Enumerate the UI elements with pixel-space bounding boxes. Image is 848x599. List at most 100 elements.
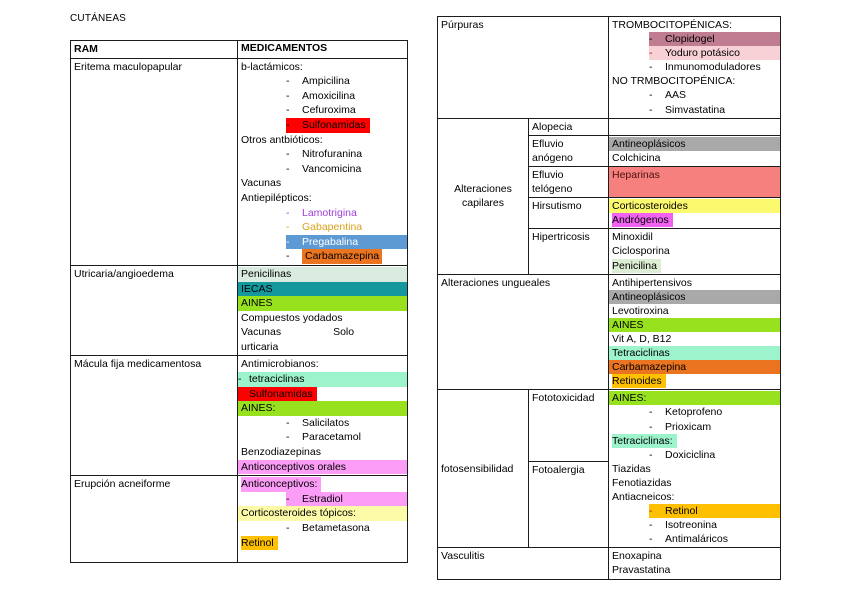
subrow-label-cell: Hipertricosis [529,229,609,274]
med-entry: Colchicina [612,151,660,165]
bullet-dash-icon: - [649,103,653,116]
med-line: Enoxapina [609,549,780,563]
med-name: AINES: [241,402,276,415]
table-row: Mácula fija medicamentosa Antimicrobiano… [71,355,407,476]
med-name: Vacunas [241,326,282,339]
med-entry: Heparinas [612,168,660,182]
med-line: - Isotreonina [609,518,780,532]
med-name: Vacunas [241,177,282,190]
med-name: Amoxicilina [302,89,356,102]
med-entry: - Amoxicilina [286,89,355,104]
med-line: - Paracetamol [238,430,407,445]
table-row: Alteraciones capilares Alopecia Efluvio … [438,117,780,274]
med-entry: - AAS [649,88,686,102]
med-name: Anticonceptivos: [241,478,318,491]
header-cell-medicamentos: MEDICAMENTOS [241,42,328,54]
section-label-cell: fotosensibilidad [438,390,529,548]
med-line: - Pregabalina [238,234,407,250]
med-name: Retinol [665,505,698,518]
med-name: Cefuroxima [302,104,356,117]
section-label-cell: Vasculitis [438,548,609,579]
med-line: - Antimaláricos [609,532,780,546]
med-line: - Ampicilina [238,74,407,89]
med-entry: Penicilinas [241,267,291,282]
meds-cell: Heparinas [609,166,780,198]
sub-row: Hirsutismo Corticosteroides Andrógenos [529,197,780,229]
med-entry: Antiepilépticos: [241,191,312,206]
med-name: Carbamazepina [302,249,383,264]
med-name: Andrógenos [612,214,669,227]
med-line: AINES: [609,391,780,406]
med-line: Tetraciclinas: [609,433,780,448]
meds-cell: Antihipertensivos Antineoplásicos Levotiro… [609,275,780,390]
med-name: AAS [665,89,687,102]
med-name: Penicilinas [241,267,292,280]
med-name: Tetraciclinas: [612,434,673,447]
med-entry: AINES [241,296,273,311]
med-entry: - Sulfonamidas [238,386,317,402]
med-name: urticaria [241,340,279,353]
med-entry: Compuestos yodados [241,311,343,326]
med-entry: Antineoplásicos [612,290,686,304]
med-name: Ampicilina [302,75,350,88]
med-name: Inmunomoduladores [665,61,761,74]
med-entry: AINES [612,318,644,332]
med-name: IECAS [241,282,273,295]
med-line: Fenotiazidas [609,476,780,490]
table-row: Erupción acneiforme Anticonceptivos: - Est… [71,475,407,563]
med-line: Levotiroxina [609,304,780,318]
med-line: Colchicina [609,151,780,165]
med-entry: - Gabapentina [286,220,362,235]
subrow-label-cell: Fotoalergia [532,464,585,477]
med-name: AINES [612,318,644,331]
meds-cell: Anticonceptivos: - Estradiol Corticosteroid… [238,476,407,562]
med-line: TROMBOCITOPÉNICAS: [609,18,780,32]
med-name: Retinol [241,536,274,549]
meds-cell: Corticosteroides Andrógenos [609,198,780,228]
med-entry: Vacunas [241,325,281,340]
meds-cell: TROMBOCITOPÉNICAS: - Clopidogel - Yoduro pot… [609,17,780,118]
med-line: Vit A, D, B12 [609,332,780,346]
med-entry: - Inmunomoduladores [649,60,761,74]
right-table: Púrpuras TROMBOCITOPÉNICAS: - Clopidogel - Y… [437,16,781,580]
med-entry: Anticonceptivos: [241,477,322,492]
meds-cell: Enoxapina Pravastatina [609,548,780,578]
ram-cell: Utricaria/angioedema [71,265,238,356]
med-line: - Lamotrigina [238,206,407,221]
med-name: Corticosteroides [612,200,688,213]
med-entry: - Paracetamol [286,430,361,445]
med-line: - Sulfonamidas [238,117,407,133]
meds-cell [609,119,780,135]
med-line: Minoxidil [609,230,780,244]
med-name: Simvastatina [665,103,726,116]
med-entry: - Simvastatina [649,103,725,117]
med-entry: - Doxiciclina [649,448,715,462]
med-name: Vancomicina [302,162,362,175]
med-entry: - tetraciclinas [238,372,304,387]
med-line: Tiazidas [609,462,780,476]
bullet-dash-icon: - [286,492,290,505]
med-entry: Levotiroxina [612,304,669,318]
med-entry: - Nitrofuranina [286,147,362,162]
med-name: Antihipertensivos [612,276,692,289]
bullet-dash-icon: - [286,416,290,429]
bullet-dash-icon: - [286,431,290,444]
med-name: Antimicrobianos: [241,358,319,371]
med-line: - Prioxicam [609,420,780,434]
med-line: - Clopidogel [609,32,780,47]
med-entry: Retinoides [612,374,666,389]
med-name: Tetraciclinas [612,347,670,360]
med-line: Vacunas Solo [238,325,407,340]
med-name: Retinoides [612,375,662,388]
bullet-dash-icon: - [286,162,290,175]
sub-row: Efluvio telógeno Heparinas [529,165,780,198]
med-line: Heparinas [609,168,780,182]
section-label-cell: Alteraciones capilares [438,118,529,274]
med-name: NO TRMBOCITOPÉNICA: [612,75,736,88]
bullet-dash-icon: - [286,75,290,88]
med-line: - Estradiol [238,491,407,507]
med-name: Clopidogel [665,33,715,46]
med-line: Penicilina [609,258,780,273]
med-entry: Tiazidas [612,462,651,476]
subrow-label-cell: Fototoxicidad [529,390,608,463]
